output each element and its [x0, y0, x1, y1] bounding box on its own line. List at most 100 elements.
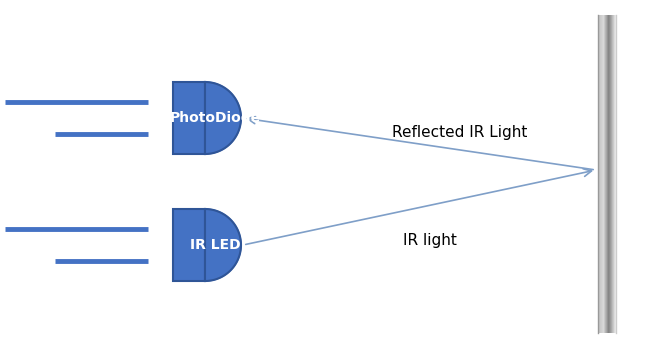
- Bar: [598, 313, 616, 317]
- Bar: [598, 178, 616, 182]
- Bar: [609, 15, 611, 333]
- Bar: [598, 301, 616, 305]
- Bar: [600, 15, 601, 333]
- Bar: [598, 15, 616, 19]
- Bar: [598, 79, 616, 82]
- Bar: [608, 15, 609, 333]
- Bar: [598, 90, 616, 95]
- Bar: [598, 27, 616, 31]
- Bar: [603, 15, 604, 333]
- Bar: [612, 15, 613, 333]
- Text: PhotoDiode: PhotoDiode: [169, 111, 261, 125]
- Bar: [598, 71, 616, 75]
- Bar: [598, 115, 616, 118]
- Bar: [598, 210, 616, 214]
- Bar: [603, 15, 604, 333]
- Bar: [609, 15, 610, 333]
- Bar: [598, 154, 616, 158]
- Bar: [598, 63, 616, 67]
- Bar: [598, 98, 616, 102]
- Bar: [598, 31, 616, 35]
- Bar: [614, 15, 615, 333]
- Bar: [605, 15, 606, 333]
- Bar: [613, 15, 614, 333]
- Bar: [611, 15, 612, 333]
- Bar: [601, 15, 602, 333]
- Bar: [609, 15, 610, 333]
- Bar: [598, 170, 616, 174]
- Polygon shape: [205, 209, 241, 281]
- Bar: [598, 166, 616, 170]
- Bar: [615, 15, 616, 333]
- Bar: [607, 15, 608, 333]
- Bar: [598, 186, 616, 190]
- Bar: [598, 249, 616, 254]
- Bar: [598, 273, 616, 277]
- Bar: [598, 15, 599, 333]
- Bar: [610, 15, 611, 333]
- Bar: [610, 15, 611, 333]
- Bar: [609, 15, 610, 333]
- Bar: [173, 209, 205, 281]
- Bar: [598, 122, 616, 126]
- Bar: [606, 15, 607, 333]
- Bar: [598, 130, 616, 134]
- Bar: [598, 15, 600, 333]
- Polygon shape: [205, 82, 241, 154]
- Bar: [598, 277, 616, 281]
- Bar: [598, 182, 616, 186]
- Bar: [598, 218, 616, 222]
- Bar: [599, 15, 600, 333]
- Bar: [598, 321, 616, 325]
- Bar: [602, 15, 603, 333]
- Bar: [598, 110, 616, 115]
- Bar: [598, 257, 616, 262]
- Bar: [598, 106, 616, 110]
- Bar: [598, 162, 616, 166]
- Bar: [598, 75, 616, 79]
- Bar: [599, 15, 600, 333]
- Bar: [616, 15, 617, 333]
- Bar: [615, 15, 616, 333]
- Bar: [598, 95, 616, 98]
- Bar: [598, 194, 616, 198]
- Bar: [598, 234, 616, 238]
- Bar: [604, 15, 605, 333]
- Bar: [612, 15, 613, 333]
- Bar: [598, 246, 616, 249]
- Bar: [604, 15, 605, 333]
- Bar: [598, 198, 616, 202]
- Bar: [598, 15, 599, 333]
- Bar: [598, 47, 616, 51]
- Bar: [598, 190, 616, 194]
- Bar: [610, 15, 611, 333]
- Bar: [604, 15, 605, 333]
- Bar: [604, 15, 606, 333]
- Bar: [607, 15, 608, 333]
- Bar: [598, 226, 616, 230]
- Bar: [598, 222, 616, 226]
- Bar: [598, 87, 616, 90]
- Bar: [611, 15, 612, 333]
- Bar: [598, 146, 616, 150]
- Bar: [598, 202, 616, 206]
- Bar: [598, 281, 616, 285]
- Bar: [602, 15, 603, 333]
- Bar: [598, 158, 616, 162]
- Bar: [611, 15, 612, 333]
- Bar: [598, 67, 616, 71]
- Text: Reflected IR Light: Reflected IR Light: [392, 126, 528, 140]
- Bar: [613, 15, 614, 333]
- Bar: [598, 51, 616, 55]
- Bar: [598, 102, 616, 106]
- Bar: [598, 289, 616, 293]
- Bar: [598, 297, 616, 301]
- Bar: [598, 285, 616, 289]
- Bar: [603, 15, 604, 333]
- Bar: [608, 15, 609, 333]
- Bar: [601, 15, 602, 333]
- Bar: [598, 309, 616, 313]
- Bar: [601, 15, 602, 333]
- Bar: [598, 265, 616, 269]
- Bar: [598, 142, 616, 146]
